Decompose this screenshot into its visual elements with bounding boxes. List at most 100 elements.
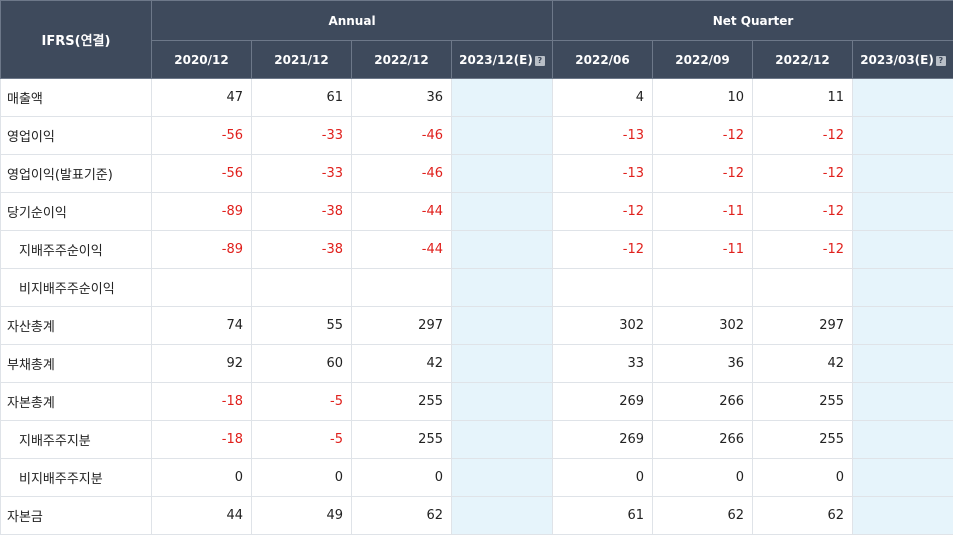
value-cell	[452, 193, 553, 231]
value-cell	[853, 155, 953, 193]
value-cell: 0	[252, 459, 352, 497]
value-cell	[452, 459, 553, 497]
row-label[interactable]: 자본총계	[1, 383, 152, 421]
value-cell: -12	[753, 193, 853, 231]
value-cell: -46	[352, 117, 452, 155]
value-cell: 10	[653, 79, 753, 117]
net-quarter-group-header: Net Quarter	[553, 1, 953, 41]
help-square-icon[interactable]: ?	[936, 56, 946, 66]
value-cell: -56	[152, 155, 252, 193]
value-cell	[853, 421, 953, 459]
value-cell: -44	[352, 231, 452, 269]
row-label[interactable]: 당기순이익	[1, 193, 152, 231]
value-cell	[452, 345, 553, 383]
value-cell	[452, 421, 553, 459]
value-cell: 266	[653, 383, 753, 421]
value-cell	[553, 269, 653, 307]
value-cell: -12	[653, 117, 753, 155]
table-row: 당기순이익-89-38-44-12-11-12	[1, 193, 953, 231]
period-header-estimate: 2023/12(E)?	[452, 41, 553, 79]
value-cell: -12	[553, 193, 653, 231]
value-cell: -11	[653, 193, 753, 231]
value-cell: 255	[352, 383, 452, 421]
value-cell	[452, 231, 553, 269]
value-cell: 60	[252, 345, 352, 383]
annual-group-header: Annual	[152, 1, 553, 41]
row-label[interactable]: 매출액	[1, 79, 152, 117]
row-label[interactable]: 비지배주주지분	[1, 459, 152, 497]
value-cell: 255	[753, 383, 853, 421]
value-cell: 33	[553, 345, 653, 383]
value-cell: 4	[553, 79, 653, 117]
value-cell: 0	[553, 459, 653, 497]
value-cell: 0	[152, 459, 252, 497]
value-cell: 36	[352, 79, 452, 117]
value-cell	[452, 117, 553, 155]
value-cell: -89	[152, 193, 252, 231]
value-cell: -46	[352, 155, 452, 193]
value-cell	[753, 269, 853, 307]
value-cell: -38	[252, 231, 352, 269]
value-cell: 61	[252, 79, 352, 117]
help-square-icon[interactable]: ?	[535, 56, 545, 66]
row-label[interactable]: 자본금	[1, 497, 152, 535]
value-cell: 302	[553, 307, 653, 345]
value-cell	[452, 79, 553, 117]
period-header: 2021/12	[252, 41, 352, 79]
value-cell: 266	[653, 421, 753, 459]
value-cell: 61	[553, 497, 653, 535]
value-cell	[853, 79, 953, 117]
value-cell	[452, 269, 553, 307]
value-cell: 92	[152, 345, 252, 383]
value-cell: 36	[653, 345, 753, 383]
value-cell: -12	[753, 231, 853, 269]
value-cell: 11	[753, 79, 853, 117]
table-row: 영업이익(발표기준)-56-33-46-13-12-12	[1, 155, 953, 193]
period-header: 2022/06	[553, 41, 653, 79]
row-label[interactable]: 영업이익	[1, 117, 152, 155]
row-label[interactable]: 자산총계	[1, 307, 152, 345]
period-header-estimate: 2023/03(E)?	[853, 41, 953, 79]
period-header: 2022/12	[352, 41, 452, 79]
value-cell	[853, 231, 953, 269]
value-cell	[452, 497, 553, 535]
value-cell: -13	[553, 117, 653, 155]
value-cell	[853, 307, 953, 345]
row-label[interactable]: 영업이익(발표기준)	[1, 155, 152, 193]
value-cell	[452, 383, 553, 421]
value-cell: 302	[653, 307, 753, 345]
value-cell: 49	[252, 497, 352, 535]
value-cell: 269	[553, 421, 653, 459]
row-label[interactable]: 비지배주주순이익	[1, 269, 152, 307]
value-cell	[853, 497, 953, 535]
table-row: 지배주주순이익-89-38-44-12-11-12	[1, 231, 953, 269]
value-cell: 0	[653, 459, 753, 497]
period-header: 2022/12	[753, 41, 853, 79]
row-label[interactable]: 지배주주순이익	[1, 231, 152, 269]
value-cell	[853, 269, 953, 307]
value-cell: 297	[352, 307, 452, 345]
period-header: 2022/09	[653, 41, 753, 79]
value-cell: -89	[152, 231, 252, 269]
row-label[interactable]: 부채총계	[1, 345, 152, 383]
value-cell: -56	[152, 117, 252, 155]
value-cell: 47	[152, 79, 252, 117]
table-row: 영업이익-56-33-46-13-12-12	[1, 117, 953, 155]
row-label[interactable]: 지배주주지분	[1, 421, 152, 459]
value-cell: -12	[753, 117, 853, 155]
value-cell	[252, 269, 352, 307]
value-cell	[853, 193, 953, 231]
value-cell	[853, 117, 953, 155]
value-cell: 269	[553, 383, 653, 421]
value-cell	[853, 459, 953, 497]
value-cell	[452, 155, 553, 193]
value-cell: 62	[352, 497, 452, 535]
value-cell: -12	[653, 155, 753, 193]
